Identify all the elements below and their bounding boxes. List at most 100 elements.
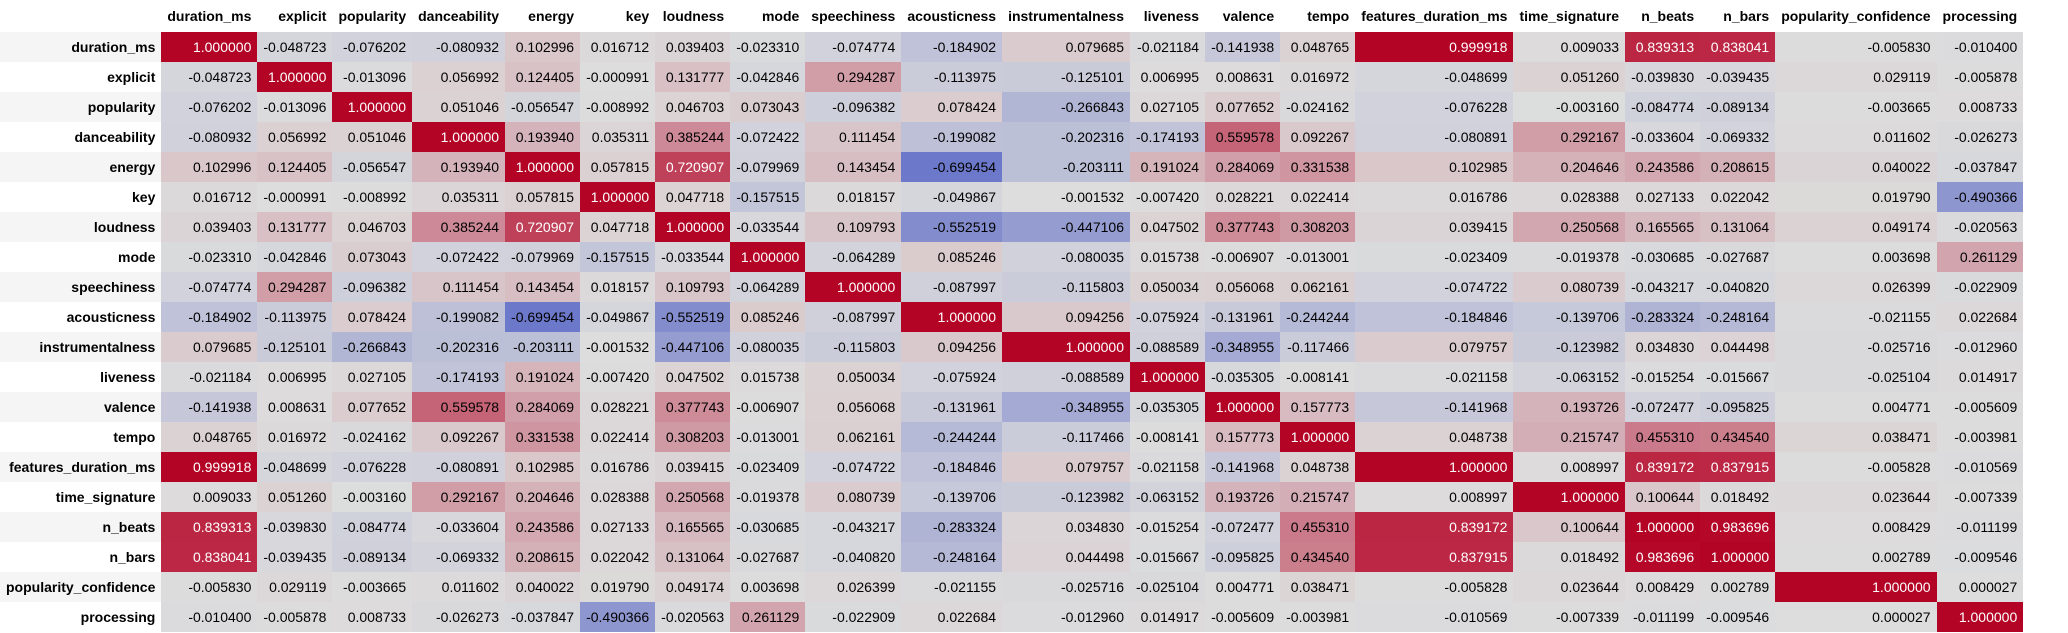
correlation-cell: -0.010400 — [161, 602, 258, 632]
correlation-cell: -0.079969 — [730, 152, 806, 182]
correlation-cell: -0.202316 — [412, 332, 506, 362]
correlation-cell: 0.009033 — [161, 482, 258, 512]
row-header: features_duration_ms — [0, 452, 162, 482]
column-header-row: duration_ms explicit popularity danceabilit… — [0, 0, 2024, 32]
correlation-cell: 0.022042 — [580, 542, 656, 572]
correlation-cell: -0.033544 — [730, 212, 806, 242]
correlation-cell: -0.266843 — [332, 332, 413, 362]
correlation-cell: -0.244244 — [901, 422, 1003, 452]
correlation-cell: -0.027687 — [1700, 242, 1776, 272]
correlation-cell: 0.003698 — [730, 572, 806, 602]
correlation-cell: -0.203111 — [505, 332, 581, 362]
correlation-cell: -0.012960 — [1936, 332, 2024, 362]
correlation-cell: 0.261129 — [1936, 242, 2024, 272]
correlation-cell: 1.000000 — [505, 152, 581, 182]
correlation-cell: 0.385244 — [655, 122, 731, 152]
column-header: time_signature — [1513, 0, 1626, 32]
correlation-cell: 0.559578 — [412, 392, 506, 422]
correlation-cell: 0.124405 — [257, 152, 333, 182]
correlation-cell: 0.038471 — [1280, 572, 1356, 602]
correlation-cell: -0.088589 — [1002, 362, 1130, 392]
correlation-cell: -0.115803 — [1002, 272, 1130, 302]
correlation-cell: -0.000991 — [580, 62, 656, 92]
correlation-cell: 0.983696 — [1625, 542, 1701, 572]
correlation-cell: -0.023409 — [730, 452, 806, 482]
correlation-cell: 0.839172 — [1355, 512, 1514, 542]
column-header: popularity_confidence — [1775, 0, 1937, 32]
correlation-cell: -0.021184 — [161, 362, 258, 392]
correlation-cell: 0.047502 — [1130, 212, 1206, 242]
correlation-cell: -0.019378 — [730, 482, 806, 512]
correlation-cell: -0.009546 — [1700, 602, 1776, 632]
correlation-cell: -0.184902 — [161, 302, 258, 332]
correlation-cell: 0.124405 — [505, 62, 581, 92]
correlation-cell: -0.113975 — [901, 62, 1003, 92]
correlation-cell: 0.191024 — [1130, 152, 1206, 182]
correlation-cell: -0.123982 — [1513, 332, 1626, 362]
correlation-cell: 0.004771 — [1205, 572, 1281, 602]
correlation-cell: 0.022042 — [1700, 182, 1776, 212]
row-header: time_signature — [0, 482, 162, 512]
correlation-cell: 0.028388 — [580, 482, 656, 512]
correlation-cell: -0.013001 — [730, 422, 806, 452]
correlation-cell: 0.292167 — [412, 482, 506, 512]
correlation-cell: 0.062161 — [1280, 272, 1356, 302]
correlation-cell: -0.037847 — [1936, 152, 2024, 182]
row-header: explicit — [0, 62, 162, 92]
correlation-cell: 0.006995 — [1130, 62, 1206, 92]
correlation-cell: -0.025104 — [1130, 572, 1206, 602]
correlation-cell: 0.157773 — [1280, 392, 1356, 422]
correlation-cell: -0.348955 — [1205, 332, 1281, 362]
correlation-cell: 0.039415 — [655, 452, 731, 482]
correlation-cell: -0.699454 — [901, 152, 1003, 182]
correlation-cell: 0.837915 — [1355, 542, 1514, 572]
correlation-cell: -0.007339 — [1936, 482, 2024, 512]
correlation-cell: 0.028221 — [580, 392, 656, 422]
correlation-cell: 0.018157 — [580, 272, 656, 302]
table-row: popularity_confidence -0.005830 0.029119 -0… — [0, 572, 2024, 602]
correlation-cell: 0.073043 — [730, 92, 806, 122]
correlation-cell: -0.095825 — [1205, 542, 1281, 572]
correlation-cell: -0.012960 — [1002, 602, 1130, 632]
row-header: tempo — [0, 422, 162, 452]
correlation-cell: 0.243586 — [505, 512, 581, 542]
correlation-cell: 0.109793 — [655, 272, 731, 302]
correlation-cell: -0.069332 — [412, 542, 506, 572]
correlation-cell: 0.048738 — [1280, 452, 1356, 482]
correlation-cell: 0.204646 — [505, 482, 581, 512]
correlation-cell: -0.048723 — [161, 62, 258, 92]
correlation-cell: -0.069332 — [1700, 122, 1776, 152]
correlation-cell: -0.076228 — [332, 452, 413, 482]
correlation-cell: 0.559578 — [1205, 122, 1281, 152]
correlation-cell: -0.131961 — [1205, 302, 1281, 332]
correlation-cell: 0.111454 — [805, 122, 902, 152]
correlation-cell: 0.308203 — [655, 422, 731, 452]
correlation-cell: 0.018492 — [1513, 542, 1626, 572]
correlation-cell: 0.044498 — [1002, 542, 1130, 572]
correlation-cell: -0.199082 — [412, 302, 506, 332]
correlation-cell: 0.051046 — [332, 122, 413, 152]
correlation-cell: 0.056068 — [1205, 272, 1281, 302]
correlation-cell: 0.048765 — [1280, 32, 1356, 62]
table-row: valence -0.141938 0.008631 0.077652 0.559578… — [0, 392, 2024, 422]
correlation-cell: -0.005830 — [161, 572, 258, 602]
correlation-cell: 0.294287 — [805, 62, 902, 92]
correlation-cell: 1.000000 — [1002, 332, 1130, 362]
correlation-cell: 0.016972 — [257, 422, 333, 452]
correlation-cell: -0.015667 — [1130, 542, 1206, 572]
correlation-cell: 0.008997 — [1513, 452, 1626, 482]
correlation-cell: 0.078424 — [901, 92, 1003, 122]
column-header: n_bars — [1700, 0, 1776, 32]
table-row: n_bars 0.838041 -0.039435 -0.089134 -0.06933… — [0, 542, 2024, 572]
correlation-cell: 0.838041 — [161, 542, 258, 572]
correlation-cell: 1.000000 — [1205, 392, 1281, 422]
correlation-cell: 0.049174 — [1775, 212, 1937, 242]
correlation-cell: 0.039415 — [1355, 212, 1514, 242]
correlation-cell: 0.131777 — [655, 62, 731, 92]
correlation-cell: -0.080932 — [412, 32, 506, 62]
correlation-cell: 0.999918 — [1355, 32, 1514, 62]
correlation-cell: 0.029119 — [1775, 62, 1937, 92]
correlation-cell: 0.131064 — [1700, 212, 1776, 242]
correlation-cell: 1.000000 — [1700, 542, 1776, 572]
table-row: energy 0.102996 0.124405 -0.056547 0.193940 1… — [0, 152, 2024, 182]
